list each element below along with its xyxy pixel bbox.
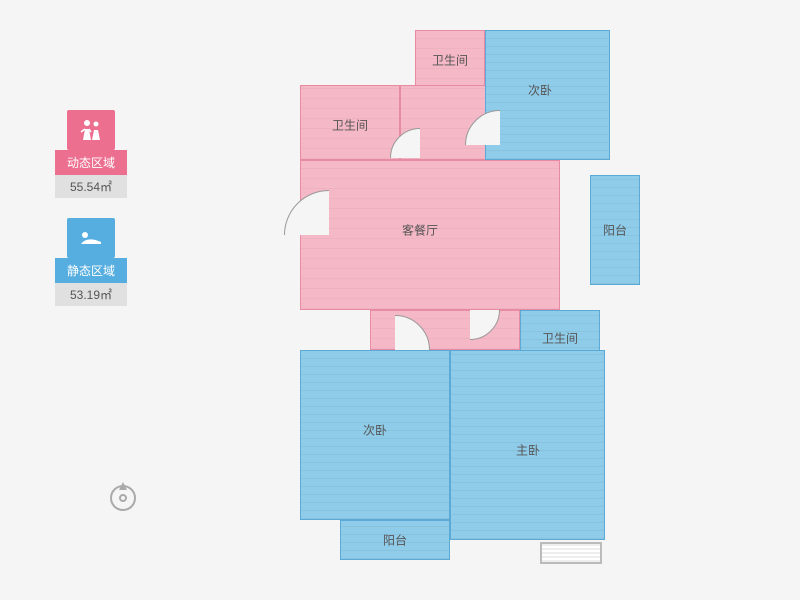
room-balcony2 (340, 520, 450, 560)
glass-rail-0 (540, 542, 602, 564)
legend-dynamic-label: 动态区域 (55, 150, 127, 175)
legend-dynamic: 动态区域 55.54㎡ (55, 110, 127, 198)
room-bath1 (415, 30, 485, 90)
people-icon (67, 110, 115, 150)
room-bed1 (450, 350, 605, 540)
room-bed2a (485, 30, 610, 160)
room-bath2 (300, 85, 400, 160)
compass-icon (105, 478, 141, 514)
floorplan: 客餐厅卫生间卫生间次卧阳台卫生间次卧主卧阳台 (290, 30, 650, 575)
legend: 动态区域 55.54㎡ 静态区域 53.19㎡ (55, 110, 127, 326)
rest-icon (67, 218, 115, 258)
legend-static-label: 静态区域 (55, 258, 127, 283)
room-bed2b (300, 350, 450, 520)
legend-dynamic-value: 55.54㎡ (55, 175, 127, 198)
legend-static-value: 53.19㎡ (55, 283, 127, 306)
room-balcony1 (590, 175, 640, 285)
legend-static: 静态区域 53.19㎡ (55, 218, 127, 306)
room-living (300, 160, 560, 310)
